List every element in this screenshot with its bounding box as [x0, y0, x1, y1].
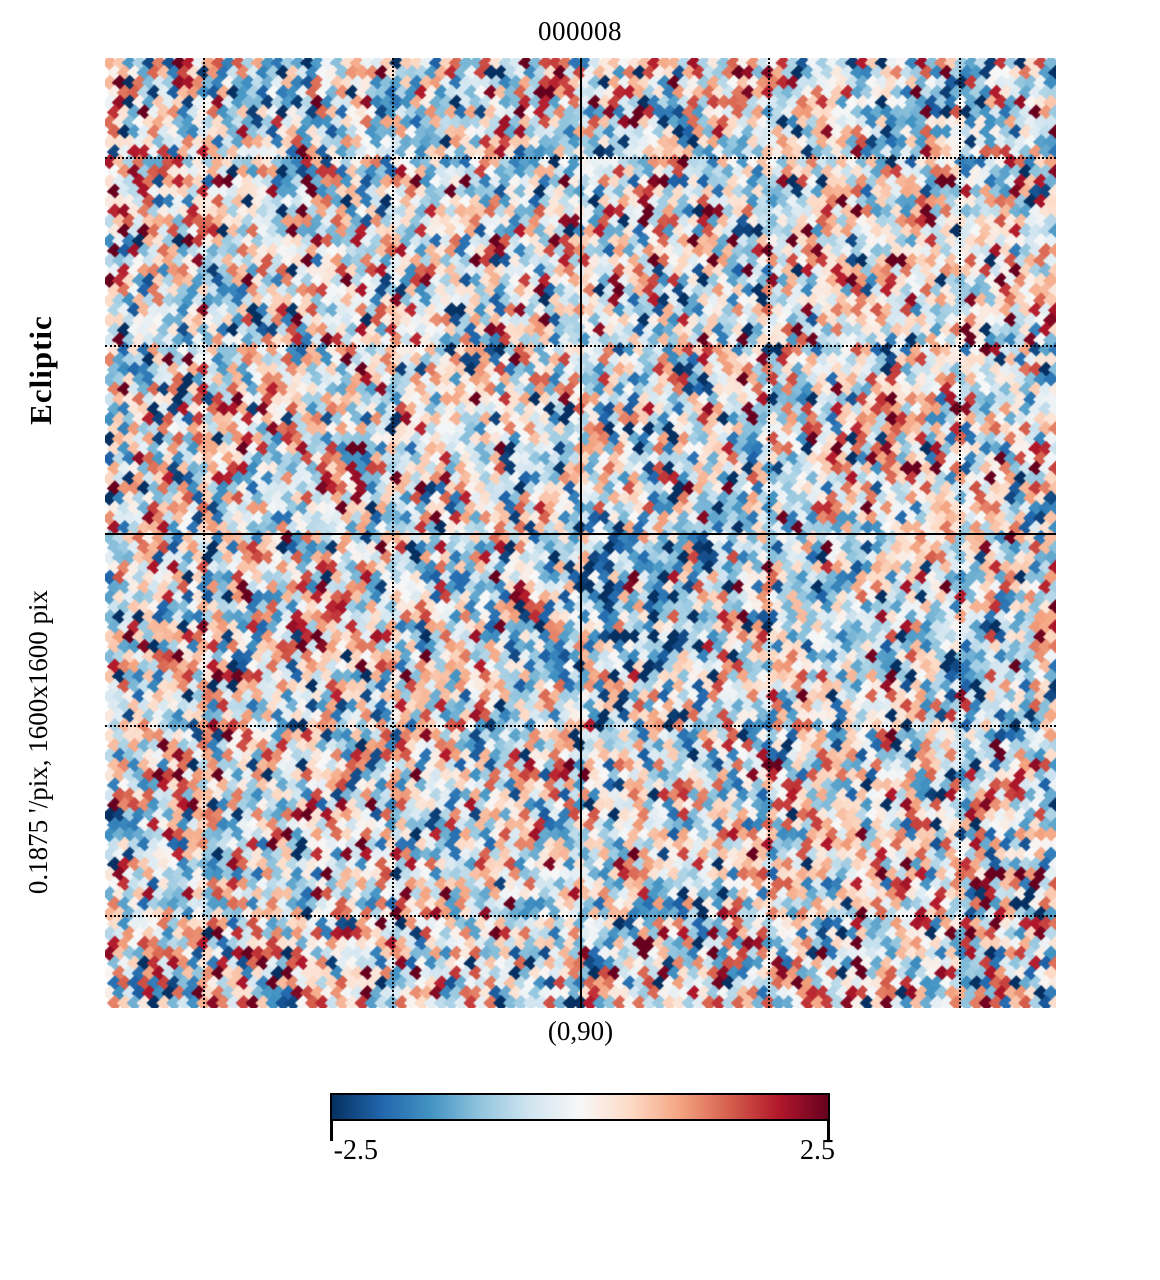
colorbar-tick-max	[827, 1121, 830, 1141]
colorbar-label-max: 2.5	[800, 1135, 835, 1166]
sky-map-panel[interactable]	[105, 58, 1056, 1008]
colorbar-label-min: -2.5	[333, 1135, 378, 1166]
sky-map-heatmap[interactable]	[105, 58, 1056, 1008]
colorbar-tick-min	[330, 1121, 333, 1141]
page-title: 000008	[538, 16, 622, 46]
xaxis-label: (0,90)	[547, 1016, 614, 1046]
colorbar[interactable]	[330, 1093, 830, 1141]
resolution-label: 0.1875 '/pix, 1600x1600 pix	[23, 589, 53, 895]
colorbar-gradient	[330, 1093, 830, 1121]
coordinate-system-label: Ecliptic	[23, 315, 58, 425]
